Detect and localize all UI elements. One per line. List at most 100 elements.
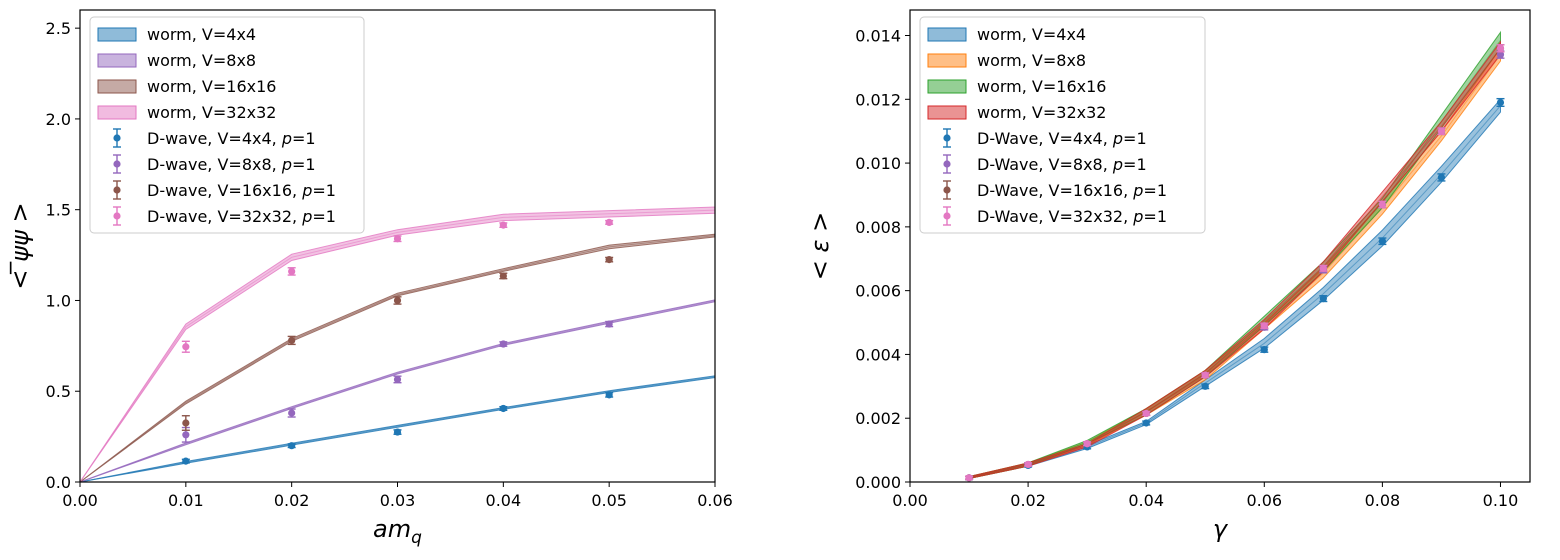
dwave-point — [1142, 409, 1150, 418]
x-tick-label: 0.06 — [1246, 491, 1282, 510]
y-axis-label: < ̅ψψ > — [6, 202, 34, 289]
y-tick-label: 0.014 — [855, 27, 901, 46]
dwave-point — [1142, 419, 1150, 427]
y-tick-label: 1.0 — [46, 291, 71, 310]
worm-band-line-3 — [968, 47, 1501, 478]
x-tick-label: 0.00 — [892, 491, 928, 510]
dwave-point — [1496, 51, 1505, 59]
worm-band-0 — [968, 97, 1501, 480]
y-tick-label: 0.5 — [46, 382, 71, 401]
dwave-point — [499, 404, 507, 413]
x-tick-label: 0.00 — [62, 491, 98, 510]
legend-band-swatch — [927, 105, 967, 120]
dwave-point — [1260, 322, 1268, 330]
dwave-point — [605, 320, 613, 328]
dwave-point — [393, 428, 402, 436]
y-axis-ticks: 0.0 0.5 1.0 1.5 2.0 2.5 — [46, 19, 80, 492]
dwave-point — [1201, 382, 1209, 390]
y-tick-label: 0.002 — [855, 409, 901, 428]
legend: worm, V=4x4 worm, V=8x8 worm, V=16x16 worm,… — [89, 16, 365, 234]
legend-band-swatch — [97, 53, 137, 68]
dwave-point — [288, 409, 296, 417]
y-tick-label: 1.5 — [46, 201, 71, 220]
legend-point — [113, 186, 121, 194]
legend-label: D-Wave, V=8x8, p=1 — [977, 155, 1147, 174]
legend-label: D-wave, V=8x8, p=1 — [147, 155, 316, 174]
x-axis-ticks: 0.00 0.02 0.04 0.06 0.08 0.10 — [892, 482, 1518, 510]
worm-bands — [79, 206, 716, 483]
y-tick-label: 2.5 — [46, 19, 71, 38]
dwave-point — [182, 419, 190, 427]
legend-band-swatch — [97, 105, 137, 120]
legend-label: D-Wave, V=32x32, p=1 — [977, 207, 1167, 226]
worm-band-line-2 — [79, 235, 716, 483]
y-tick-label: 0.012 — [855, 90, 901, 109]
legend-box — [89, 16, 365, 234]
legend-label: worm, V=16x16 — [147, 77, 276, 96]
worm-band-line-3 — [79, 209, 716, 483]
dwave-point — [1496, 44, 1505, 52]
legend-label: worm, V=16x16 — [977, 77, 1106, 96]
legend-label: worm, V=32x32 — [147, 103, 276, 122]
legend-label: worm, V=8x8 — [977, 51, 1086, 70]
dwave-point — [1201, 371, 1209, 379]
x-axis-label: γ — [1213, 515, 1229, 543]
x-tick-label: 0.05 — [591, 491, 627, 510]
dwave-point — [605, 391, 613, 399]
dwave-point — [393, 375, 402, 384]
dwave-point — [288, 442, 296, 450]
dwave-point — [1024, 460, 1032, 469]
chart-energy: 0.00 0.02 0.04 0.06 0.08 0.100.0000.0020.0040… — [806, 9, 1531, 543]
dwave-point — [1378, 237, 1386, 245]
legend-point — [943, 186, 951, 194]
legend-point — [113, 134, 121, 142]
y-tick-label: 0.000 — [855, 473, 901, 492]
dwave-point — [499, 221, 507, 229]
legend-label: worm, V=8x8 — [147, 51, 256, 70]
dwave-point — [182, 457, 190, 465]
dwave-point — [182, 431, 190, 439]
y-tick-label: 0.004 — [855, 345, 901, 364]
x-tick-label: 0.01 — [168, 491, 204, 510]
dwave-point — [605, 256, 613, 264]
legend-label: D-wave, V=32x32, p=1 — [147, 207, 336, 226]
worm-band-2 — [79, 233, 716, 483]
dwave-point — [182, 343, 190, 351]
y-tick-label: 0.0 — [46, 473, 71, 492]
x-tick-label: 0.02 — [274, 491, 310, 510]
axes-frame — [909, 9, 1531, 483]
dwave-points — [181, 218, 614, 465]
y-tick-label: 0.010 — [855, 154, 901, 173]
legend-point — [113, 212, 121, 220]
worm-bands — [968, 30, 1501, 480]
x-tick-label: 0.10 — [1483, 491, 1519, 510]
dwave-point — [1260, 346, 1268, 354]
legend-label: D-Wave, V=16x16, p=1 — [977, 181, 1167, 200]
legend-label: D-wave, V=4x4, p=1 — [147, 129, 316, 148]
legend-label: D-Wave, V=4x4, p=1 — [977, 129, 1147, 148]
x-tick-label: 0.04 — [486, 491, 522, 510]
dwave-point — [288, 267, 296, 276]
x-tick-label: 0.06 — [697, 491, 733, 510]
y-axis-label: < ε > — [806, 212, 834, 280]
dwave-point — [1378, 200, 1386, 209]
worm-band-3 — [79, 206, 716, 483]
x-tick-label: 0.08 — [1365, 491, 1401, 510]
dwave-point — [1083, 440, 1091, 448]
dwave-point — [1319, 295, 1327, 303]
worm-band-line-1 — [968, 54, 1501, 478]
legend-band-swatch — [97, 27, 137, 42]
legend-label: D-wave, V=16x16, p=1 — [147, 181, 336, 200]
legend-band-swatch — [927, 53, 967, 68]
legend-label: worm, V=4x4 — [977, 25, 1086, 44]
dwave-point — [965, 474, 973, 482]
legend-band-swatch — [927, 79, 967, 94]
dwave-point — [1437, 173, 1446, 182]
legend-point — [943, 134, 951, 142]
legend-point — [943, 212, 951, 220]
legend-label: worm, V=32x32 — [977, 103, 1106, 122]
dwave-point — [393, 296, 402, 305]
legend: worm, V=4x4 worm, V=8x8 worm, V=16x16 worm,… — [919, 16, 1206, 234]
